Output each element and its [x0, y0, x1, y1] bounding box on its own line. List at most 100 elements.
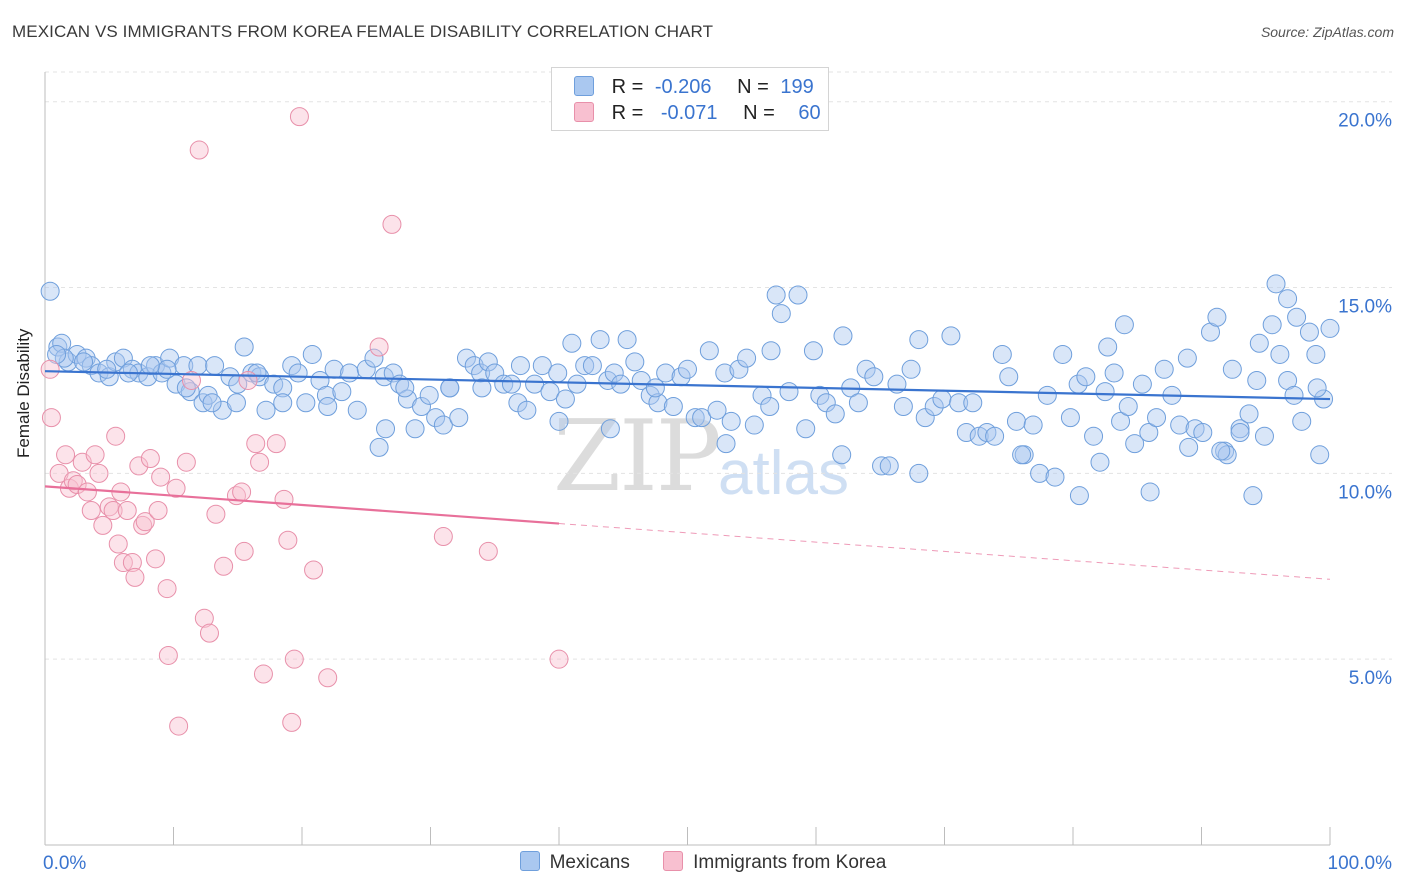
mexicans-point — [548, 363, 568, 383]
series-legend-label: Mexicans — [549, 852, 630, 873]
x-tick-label: 0.0% — [43, 853, 86, 874]
korea-point — [250, 452, 270, 472]
mexicans-point — [803, 341, 823, 361]
watermark-zip: ZIP — [553, 400, 722, 514]
mexicans-point — [1147, 408, 1167, 428]
mexicans-point — [1023, 415, 1043, 435]
mexicans-point — [1012, 445, 1032, 465]
mexicans-point — [1060, 408, 1080, 428]
mexicans-point — [1193, 422, 1213, 442]
y-tick-label: 20.0% — [1338, 111, 1392, 132]
mexicans-point — [810, 385, 830, 405]
mexicans-point — [963, 393, 983, 413]
korea-point — [278, 530, 298, 550]
mexicans-point — [1287, 307, 1307, 327]
korea-point — [122, 553, 142, 573]
mexicans-point — [893, 396, 913, 416]
korea-point — [140, 449, 160, 468]
mexicans-point — [856, 359, 876, 379]
mexicans-point — [909, 463, 929, 483]
mexicans-point — [501, 374, 521, 394]
korea-point — [125, 567, 145, 587]
mexicans-point — [932, 389, 952, 409]
mexicans-point — [273, 378, 293, 398]
mexicans-point — [369, 437, 389, 457]
legend-n-label: N = — [743, 102, 775, 124]
mexicans-point — [140, 356, 160, 376]
mexicans-point — [419, 385, 439, 405]
korea-point — [206, 504, 226, 524]
mexicans-point — [685, 408, 705, 428]
mexicans-point — [517, 400, 537, 420]
mexicans-point — [779, 382, 799, 402]
mexicans-point — [478, 352, 498, 372]
korea-point — [129, 456, 149, 476]
mexicans-point — [1030, 463, 1050, 483]
korea-point — [284, 649, 304, 669]
korea-point — [181, 370, 201, 390]
mexicans-point — [924, 396, 944, 416]
korea-point — [169, 716, 189, 736]
legend-r-label: R = — [611, 76, 644, 98]
mexicans-point — [1170, 415, 1190, 435]
mexicans-point — [707, 400, 727, 420]
series-legend-korea[interactable]: Immigrants from Korea — [663, 851, 886, 874]
korea-point — [194, 608, 214, 628]
mexicans-point — [1069, 486, 1089, 506]
mexicans-point — [575, 356, 595, 376]
mexicans-point — [332, 382, 352, 402]
mexicans-point — [40, 281, 60, 301]
mexicans-point — [949, 393, 969, 413]
mexicans-point — [302, 344, 322, 364]
mexicans-point — [202, 393, 222, 413]
korea-point — [166, 478, 186, 498]
korea-point — [99, 497, 119, 517]
series-legend-label: Immigrants from Korea — [693, 852, 887, 873]
mexicans-point — [909, 330, 929, 350]
mexicans-point — [1239, 404, 1259, 424]
mexicans-point — [656, 363, 676, 383]
mexicans-point — [273, 393, 293, 413]
korea-point — [133, 515, 153, 535]
mexicans-point — [699, 341, 719, 361]
mexicans-point — [721, 411, 741, 431]
korea-point — [93, 515, 113, 535]
korea-point — [151, 467, 171, 487]
chart-title: MEXICAN VS IMMIGRANTS FROM KOREA FEMALE … — [12, 22, 714, 41]
series-legend: Mexicans Immigrants from Korea — [0, 851, 1406, 874]
series-legend-mexicans[interactable]: Mexicans — [519, 851, 630, 874]
mexicans-point — [472, 378, 492, 398]
mexicans-point — [1222, 359, 1242, 379]
mexicans-point — [1154, 359, 1174, 379]
mexicans-point — [582, 356, 602, 376]
mexicans-point — [288, 363, 308, 383]
mexicans-point — [1177, 348, 1197, 368]
mexicans-point — [825, 404, 845, 424]
y-tick-label: 5.0% — [1349, 668, 1392, 689]
korea-point — [266, 434, 286, 454]
mexicans-point — [1270, 344, 1290, 364]
korea-point — [77, 482, 97, 502]
mexicans-point — [48, 337, 68, 357]
mexicans-point — [1179, 437, 1199, 457]
korea-point — [56, 445, 76, 465]
mexicans-point — [1299, 322, 1319, 342]
legend-n-label: N = — [737, 76, 769, 98]
mexicans-point — [692, 408, 712, 428]
mexicans-point — [426, 408, 446, 428]
mexicans-point — [562, 333, 582, 353]
korea-point — [549, 649, 569, 669]
mexicans-point — [1243, 486, 1263, 506]
mexicans-point — [52, 333, 72, 353]
mexicans-point — [737, 348, 757, 368]
mexicans-point — [600, 419, 620, 439]
korea-point — [157, 579, 177, 599]
mexicans-point — [532, 356, 552, 376]
legend-n-value-korea: 60 — [798, 102, 821, 124]
korea-point — [103, 501, 123, 521]
korea-point — [289, 107, 309, 127]
mexicans-point — [318, 396, 338, 416]
mexicans-point — [645, 378, 665, 398]
mexicans-point — [405, 419, 425, 439]
mexicans-point — [1053, 344, 1073, 364]
